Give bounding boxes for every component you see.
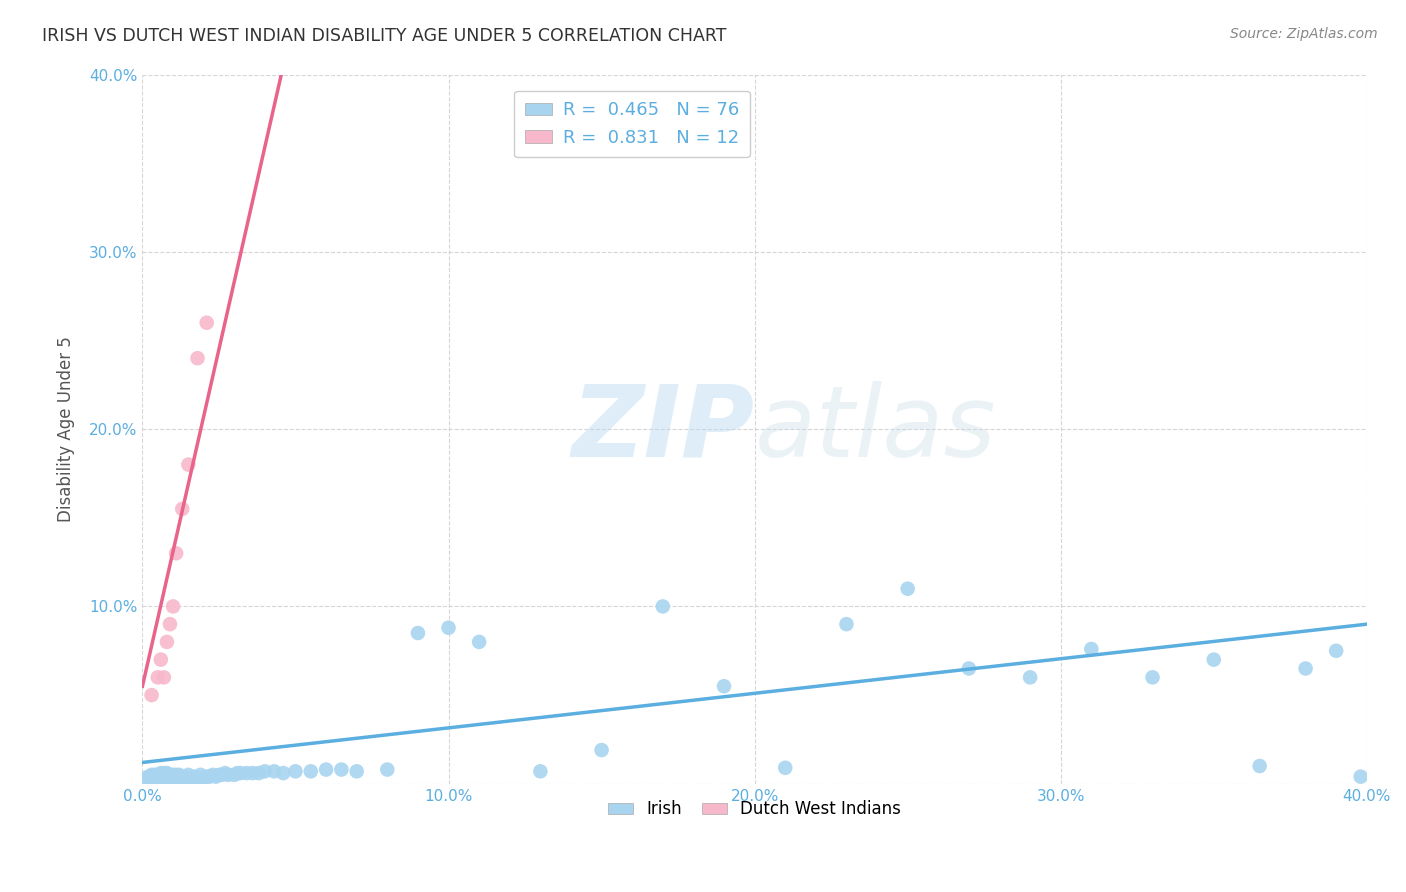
Point xyxy=(186,351,208,366)
Point xyxy=(247,766,270,780)
Point xyxy=(153,770,176,784)
Point xyxy=(214,766,236,780)
Y-axis label: Disability Age Under 5: Disability Age Under 5 xyxy=(58,336,75,522)
Point xyxy=(167,772,190,786)
Point xyxy=(156,635,179,649)
Point xyxy=(138,770,160,784)
Point xyxy=(224,768,246,782)
Point xyxy=(141,768,163,782)
Point xyxy=(773,761,796,775)
Point xyxy=(172,502,194,516)
Point xyxy=(149,770,172,784)
Point xyxy=(190,768,212,782)
Point xyxy=(165,772,187,786)
Point xyxy=(229,766,252,780)
Point xyxy=(835,617,858,632)
Point xyxy=(330,763,353,777)
Point xyxy=(957,661,980,675)
Point xyxy=(141,688,163,702)
Point xyxy=(1324,644,1347,658)
Point xyxy=(146,772,169,786)
Legend: Irish, Dutch West Indians: Irish, Dutch West Indians xyxy=(602,794,908,825)
Point xyxy=(226,766,249,780)
Point xyxy=(253,764,276,779)
Point xyxy=(159,617,181,632)
Point xyxy=(1202,652,1225,666)
Point xyxy=(208,768,231,782)
Point xyxy=(406,626,429,640)
Point xyxy=(149,652,172,666)
Point xyxy=(242,766,264,780)
Point xyxy=(156,770,179,784)
Point xyxy=(468,635,491,649)
Point xyxy=(146,768,169,782)
Point xyxy=(217,768,239,782)
Point xyxy=(651,599,673,614)
Point xyxy=(201,768,224,782)
Point xyxy=(149,772,172,786)
Point xyxy=(167,768,190,782)
Point xyxy=(153,766,176,780)
Point xyxy=(1295,661,1317,675)
Point xyxy=(195,770,218,784)
Point xyxy=(146,670,169,684)
Point xyxy=(211,768,233,782)
Point xyxy=(315,763,337,777)
Point xyxy=(205,770,228,784)
Point xyxy=(177,768,200,782)
Point xyxy=(235,766,257,780)
Point xyxy=(198,770,221,784)
Point xyxy=(299,764,322,779)
Point xyxy=(165,768,187,782)
Point xyxy=(1142,670,1164,684)
Point xyxy=(263,764,285,779)
Point xyxy=(1249,759,1271,773)
Point xyxy=(162,768,184,782)
Point xyxy=(437,621,460,635)
Point xyxy=(713,679,735,693)
Point xyxy=(174,770,197,784)
Point xyxy=(180,772,202,786)
Point xyxy=(141,772,163,786)
Point xyxy=(153,772,176,786)
Text: IRISH VS DUTCH WEST INDIAN DISABILITY AGE UNDER 5 CORRELATION CHART: IRISH VS DUTCH WEST INDIAN DISABILITY AG… xyxy=(42,27,727,45)
Point xyxy=(897,582,920,596)
Point xyxy=(134,772,156,786)
Point xyxy=(375,763,398,777)
Text: ZIP: ZIP xyxy=(572,381,755,477)
Point xyxy=(177,458,200,472)
Point xyxy=(1080,642,1102,657)
Point xyxy=(1350,770,1372,784)
Text: Source: ZipAtlas.com: Source: ZipAtlas.com xyxy=(1230,27,1378,41)
Point xyxy=(153,670,176,684)
Point xyxy=(159,772,181,786)
Point xyxy=(284,764,307,779)
Point xyxy=(165,546,187,560)
Point xyxy=(591,743,613,757)
Point xyxy=(143,772,166,786)
Point xyxy=(183,770,205,784)
Point xyxy=(346,764,368,779)
Point xyxy=(143,768,166,782)
Point xyxy=(156,772,179,786)
Point xyxy=(529,764,551,779)
Point xyxy=(172,772,194,786)
Point xyxy=(159,768,181,782)
Point xyxy=(162,599,184,614)
Point xyxy=(162,772,184,786)
Text: atlas: atlas xyxy=(755,381,997,477)
Point xyxy=(149,766,172,780)
Point xyxy=(186,772,208,786)
Point xyxy=(195,316,218,330)
Point xyxy=(156,766,179,780)
Point xyxy=(177,772,200,786)
Point xyxy=(271,766,294,780)
Point xyxy=(193,772,215,786)
Point xyxy=(1019,670,1042,684)
